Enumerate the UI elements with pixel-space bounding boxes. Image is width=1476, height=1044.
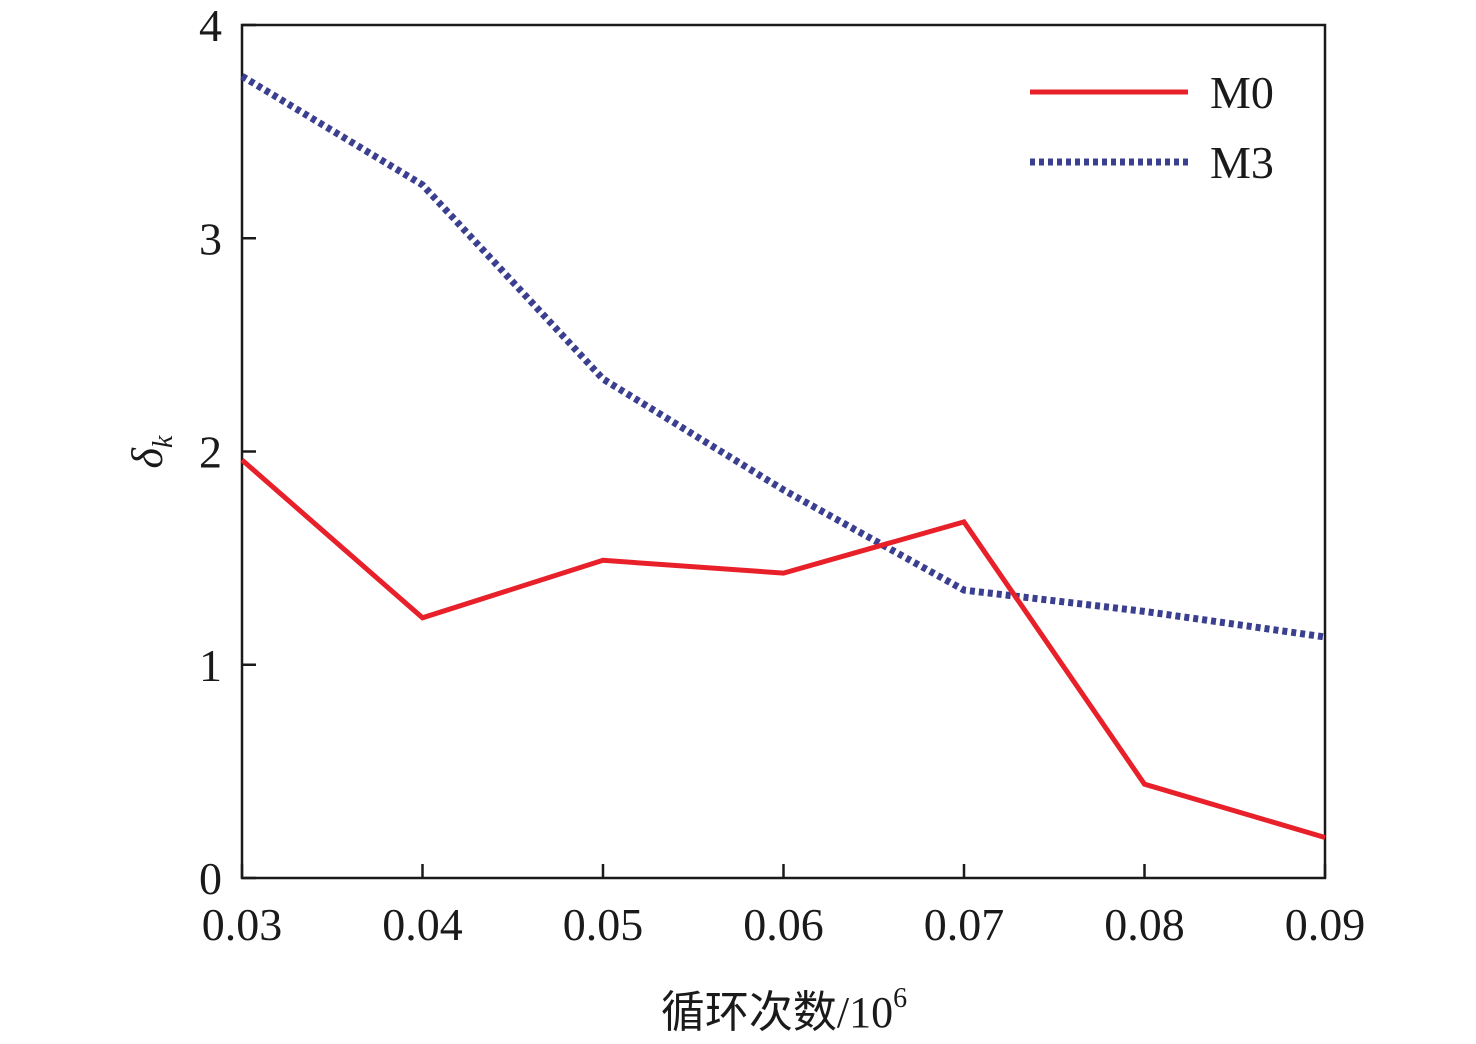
x-tick-label: 0.05 bbox=[563, 899, 644, 950]
y-tick-label: 1 bbox=[199, 640, 222, 691]
legend-label-m0: M0 bbox=[1210, 67, 1274, 118]
y-axis-title-subscript: k bbox=[148, 435, 179, 448]
x-axis-ticks: 0.03 0.04 0.05 0.06 0.07 0.08 0.09 bbox=[202, 864, 1366, 950]
x-tick-label: 0.06 bbox=[743, 899, 824, 950]
series-line-m3 bbox=[240, 73, 1326, 641]
y-tick-label: 3 bbox=[199, 213, 222, 264]
x-tick-label: 0.04 bbox=[382, 899, 463, 950]
y-axis-ticks: 0 1 2 3 4 bbox=[199, 0, 256, 904]
x-axis-title-superscript: 6 bbox=[893, 983, 907, 1014]
y-tick-label: 4 bbox=[199, 0, 222, 51]
x-tick-label: 0.07 bbox=[924, 899, 1005, 950]
series-layer bbox=[240, 73, 1326, 840]
series-line-m0 bbox=[240, 458, 1326, 840]
y-axis-title: δk bbox=[123, 435, 179, 468]
y-tick-label: 0 bbox=[199, 853, 222, 904]
x-tick-label: 0.03 bbox=[202, 899, 283, 950]
plot-frame bbox=[240, 23, 1327, 880]
x-axis-title: 循环次数/106 bbox=[661, 983, 907, 1037]
y-tick-label: 2 bbox=[199, 427, 222, 478]
x-tick-label: 0.09 bbox=[1285, 899, 1366, 950]
plot-border bbox=[240, 23, 1327, 880]
legend-label-m3: M3 bbox=[1210, 137, 1274, 188]
x-tick-label: 0.08 bbox=[1104, 899, 1185, 950]
